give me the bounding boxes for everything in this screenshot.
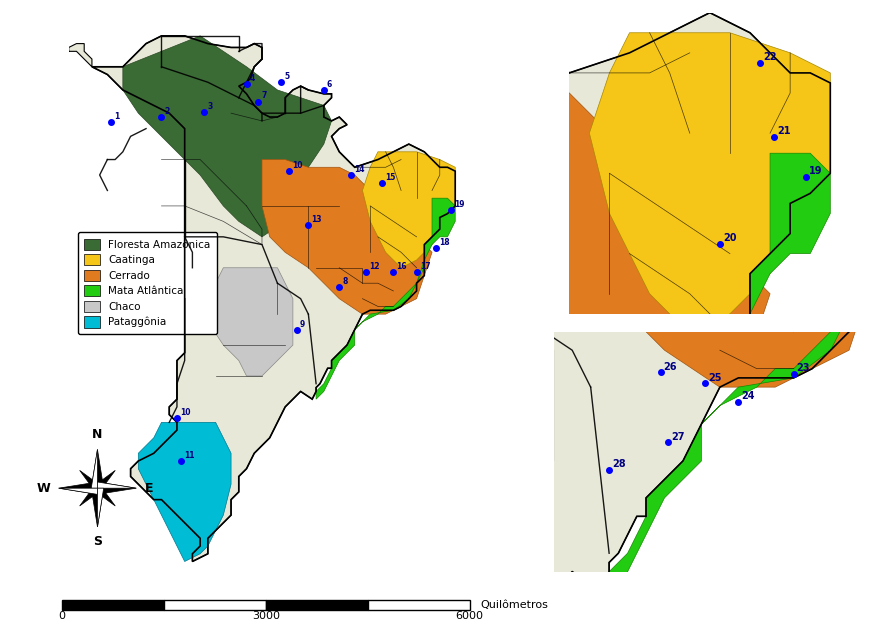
Text: 13: 13 <box>312 215 322 224</box>
Polygon shape <box>95 486 115 506</box>
Polygon shape <box>80 486 100 506</box>
Text: 19: 19 <box>809 166 823 176</box>
Polygon shape <box>74 0 886 634</box>
Polygon shape <box>329 53 770 455</box>
Text: N: N <box>92 428 103 441</box>
Text: 2: 2 <box>165 107 170 116</box>
Text: 5: 5 <box>284 72 290 81</box>
Text: 0: 0 <box>58 611 66 621</box>
Text: 7: 7 <box>261 91 267 100</box>
Polygon shape <box>97 482 136 495</box>
Text: S: S <box>93 536 102 548</box>
Text: 12: 12 <box>369 262 380 271</box>
Polygon shape <box>0 0 830 634</box>
Text: 11: 11 <box>184 451 194 460</box>
Text: 19: 19 <box>455 200 465 209</box>
Text: 26: 26 <box>664 361 677 372</box>
Polygon shape <box>58 488 97 495</box>
Polygon shape <box>480 18 886 387</box>
Polygon shape <box>91 488 104 527</box>
Polygon shape <box>97 482 136 488</box>
Polygon shape <box>188 334 408 615</box>
Text: 6: 6 <box>327 80 332 89</box>
Legend: Floresta Amazônica, Caatinga, Cerrado, Mata Atlântica, Chaco, Pataggônia: Floresta Amazônica, Caatinga, Cerrado, M… <box>78 232 217 333</box>
Polygon shape <box>208 268 293 376</box>
Bar <box>62 600 164 609</box>
Polygon shape <box>719 0 886 276</box>
Polygon shape <box>0 0 509 254</box>
Text: E: E <box>144 482 153 495</box>
Text: 18: 18 <box>439 238 449 247</box>
Polygon shape <box>469 153 830 634</box>
Text: 27: 27 <box>671 432 685 442</box>
Polygon shape <box>609 110 886 590</box>
Text: 10: 10 <box>180 408 190 417</box>
Text: 21: 21 <box>777 126 790 136</box>
Text: 3: 3 <box>207 101 213 110</box>
Text: 14: 14 <box>354 165 364 174</box>
Polygon shape <box>589 33 830 334</box>
Text: 1: 1 <box>114 112 120 121</box>
Polygon shape <box>15 5 92 67</box>
Polygon shape <box>58 482 97 495</box>
Text: 23: 23 <box>797 363 810 373</box>
Polygon shape <box>92 36 455 562</box>
Bar <box>266 600 368 609</box>
Polygon shape <box>138 422 231 562</box>
Text: 24: 24 <box>741 391 755 401</box>
Text: 28: 28 <box>612 460 626 469</box>
Text: 20: 20 <box>723 233 736 243</box>
Text: 17: 17 <box>420 262 431 271</box>
Polygon shape <box>91 450 104 488</box>
Polygon shape <box>316 198 455 399</box>
Text: 22: 22 <box>763 52 776 62</box>
Polygon shape <box>148 0 646 202</box>
Text: 15: 15 <box>385 172 395 181</box>
Text: 10: 10 <box>292 161 303 170</box>
Text: 8: 8 <box>342 277 347 286</box>
Text: 9: 9 <box>299 320 305 328</box>
Polygon shape <box>351 276 554 535</box>
Polygon shape <box>362 152 455 268</box>
Polygon shape <box>262 160 432 314</box>
Polygon shape <box>97 488 104 527</box>
Text: 6000: 6000 <box>455 611 484 621</box>
Text: W: W <box>36 482 51 495</box>
Text: Quilômetros: Quilômetros <box>480 600 548 610</box>
Text: 25: 25 <box>708 373 721 383</box>
Text: 4: 4 <box>250 74 255 82</box>
Polygon shape <box>91 450 97 488</box>
Text: 16: 16 <box>396 262 407 271</box>
Bar <box>164 600 266 609</box>
Text: 3000: 3000 <box>252 611 280 621</box>
Polygon shape <box>123 36 331 237</box>
Bar <box>368 600 470 609</box>
Polygon shape <box>95 470 115 491</box>
Polygon shape <box>80 470 100 491</box>
